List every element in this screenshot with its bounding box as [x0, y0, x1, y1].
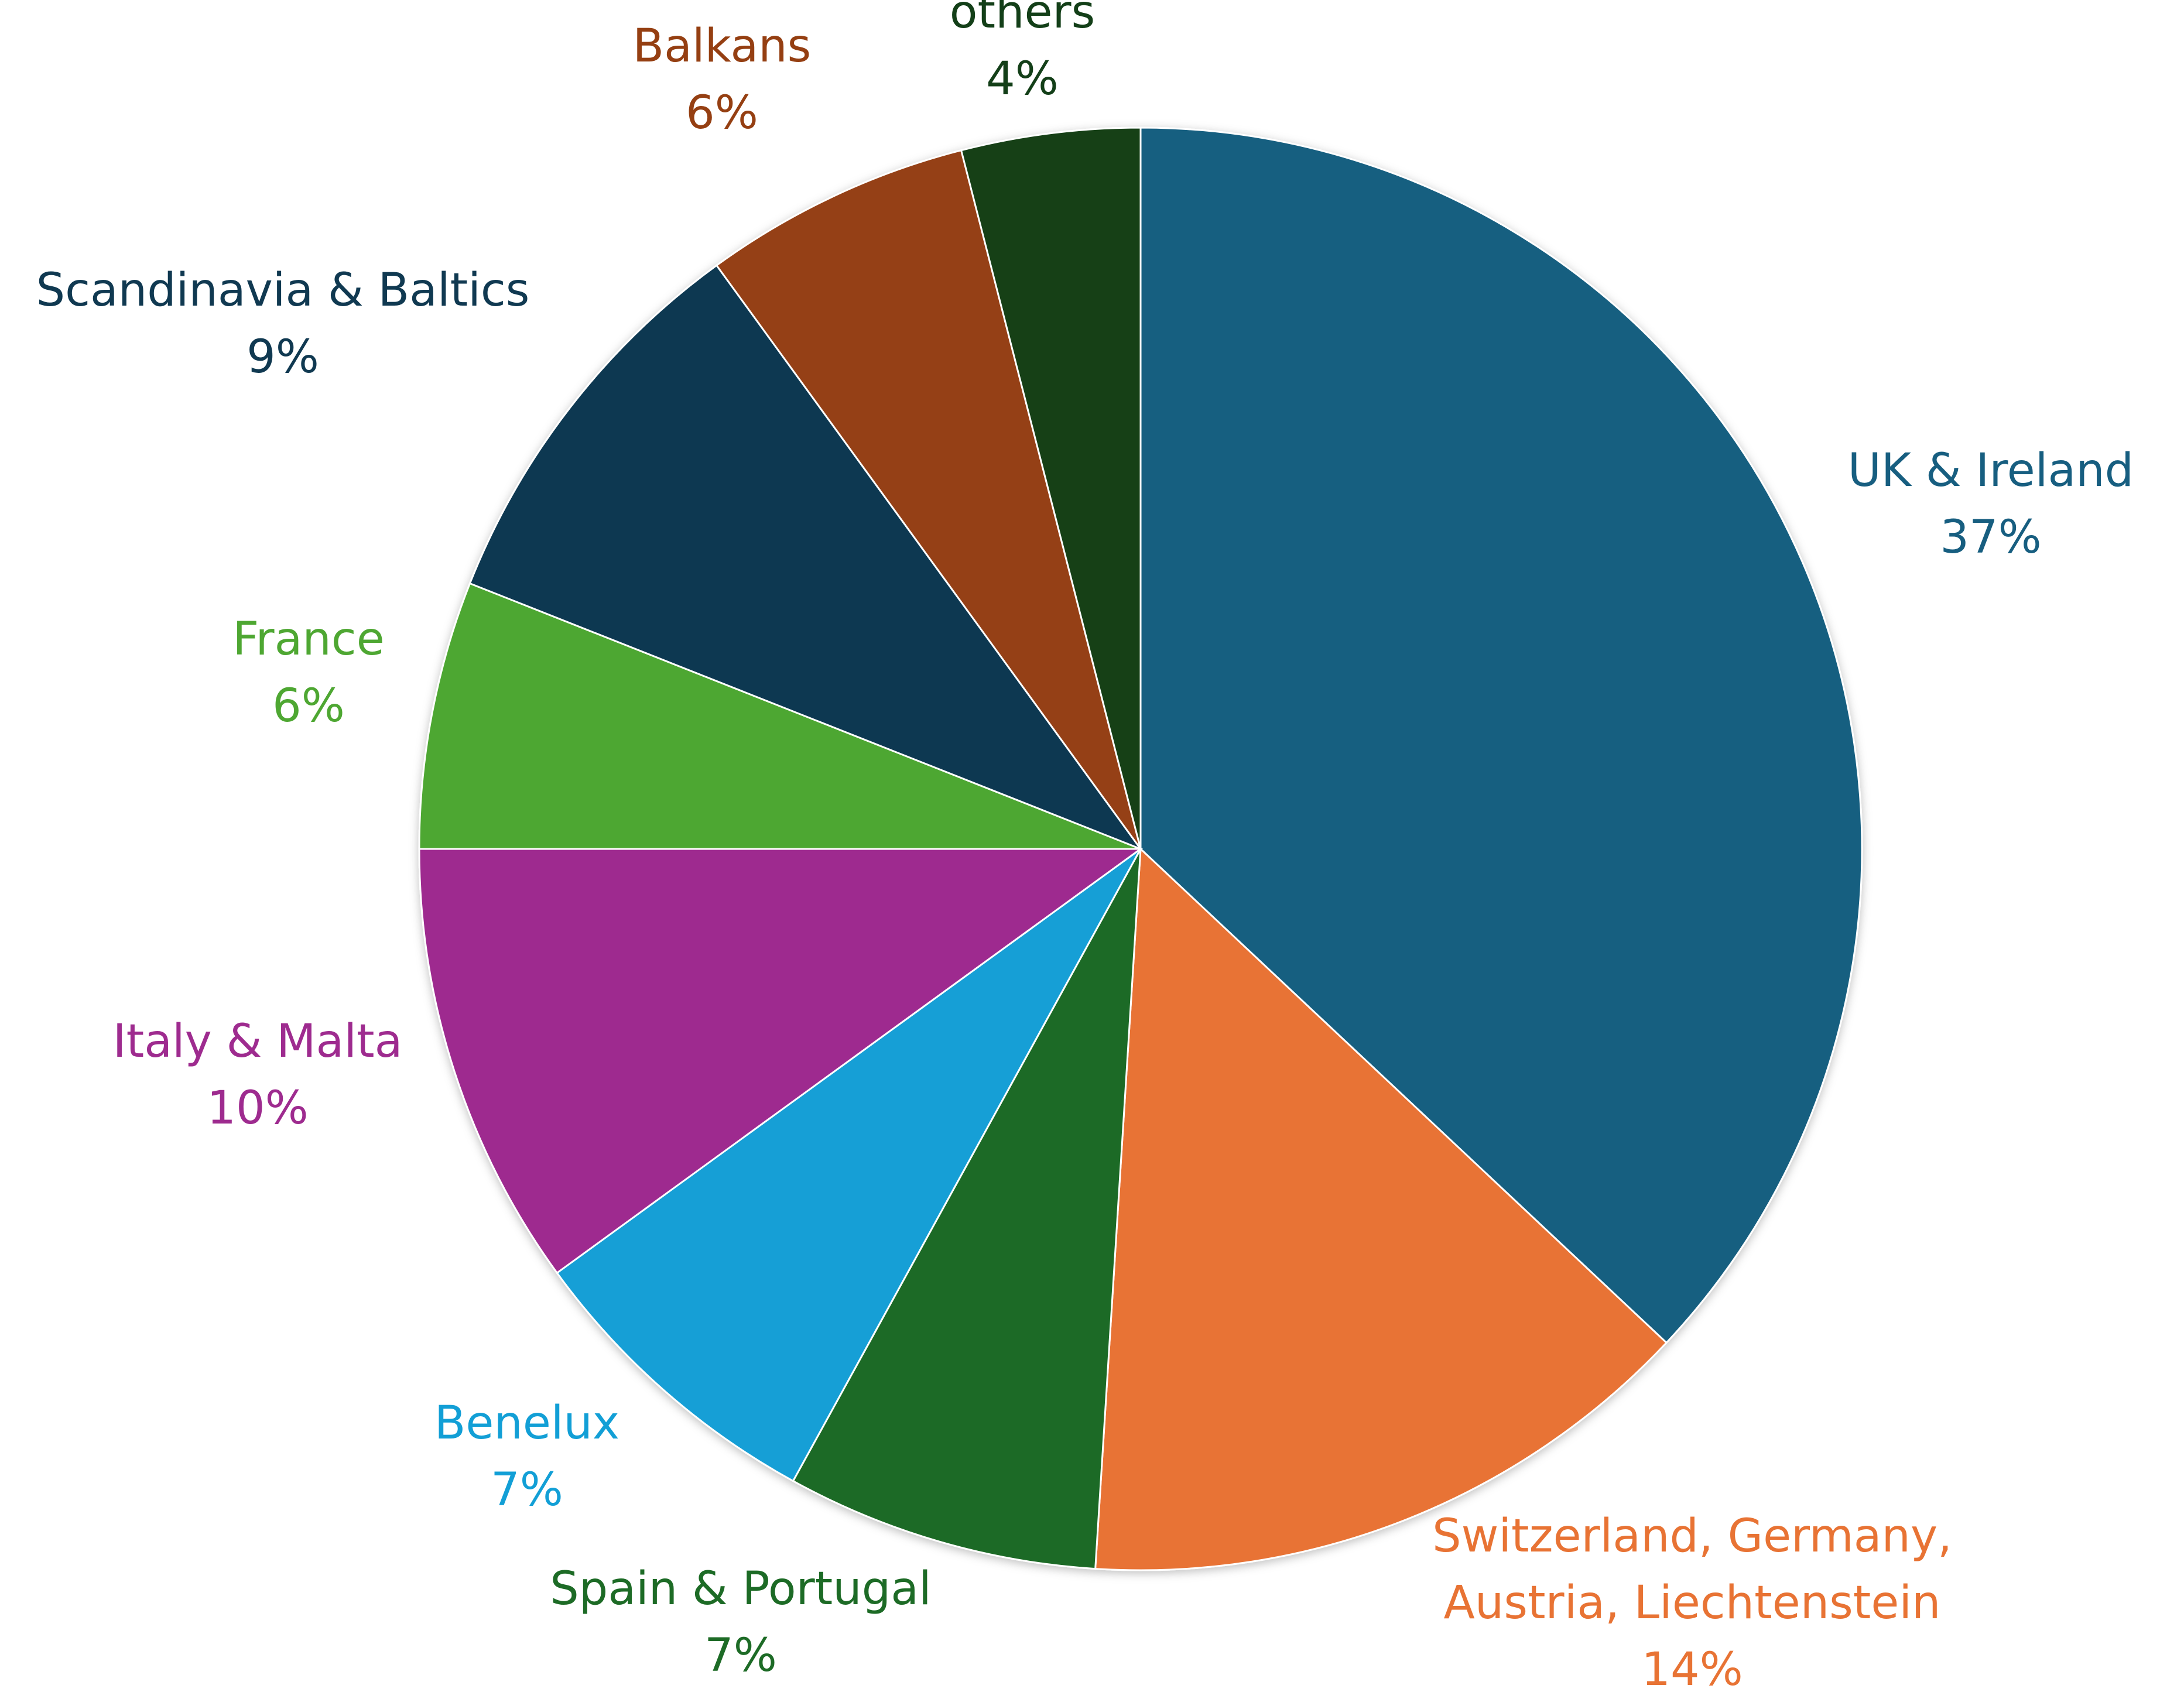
pie-slice-uk-and-ireland — [1139, 126, 1863, 1344]
pie-category-label: others — [950, 0, 1095, 39]
pie-label-balkans: Balkans 6% — [633, 20, 812, 139]
pie-slice-others — [960, 126, 1142, 850]
pie-label-scandinavia-and-baltics: Scandinavia & Baltics 9% — [36, 264, 530, 383]
pie-label-spain-and-portugal: Spain & Portugal 7% — [550, 1563, 931, 1682]
pie-slice-switzerland-germany-austria-liechtenstein — [1094, 847, 1668, 1571]
pie-label-switzerland-germany-austria-liechtenstein: Switzerland, Germany, Austria, Liechtenst… — [1432, 1510, 1952, 1692]
pie-slice-balkans — [715, 149, 1142, 850]
pie-category-label: Benelux — [434, 1397, 619, 1450]
pie-label-uk-and-ireland: UK & Ireland 37% — [1848, 444, 2134, 564]
pie-category-label: Austria, Liechtenstein — [1444, 1577, 1941, 1629]
pie-value-label: 9% — [247, 331, 319, 383]
pie-label-france: France 6% — [232, 613, 384, 732]
pie-value-label: 6% — [686, 87, 758, 139]
pie-category-label: France — [232, 613, 384, 666]
pie-category-label: Scandinavia & Baltics — [36, 264, 530, 317]
pie-category-label: Balkans — [633, 20, 812, 73]
pie-value-label: 7% — [704, 1629, 777, 1682]
pie-slice-spain-and-portugal — [792, 848, 1142, 1570]
pie-category-label: Italy & Malta — [113, 1015, 403, 1068]
pie-value-label: 14% — [1641, 1643, 1743, 1692]
pie-slice-scandinavia-and-baltics — [468, 264, 1144, 851]
pie-slice-benelux — [556, 848, 1142, 1482]
pie-slice-italy-and-malta — [418, 848, 1144, 1275]
pie-label-benelux: Benelux 7% — [434, 1397, 619, 1516]
pie-category-label: Switzerland, Germany, — [1432, 1510, 1952, 1563]
pie-category-label: Spain & Portugal — [550, 1563, 931, 1615]
pie-value-label: 10% — [207, 1082, 308, 1135]
pie-category-label: UK & Ireland — [1848, 444, 2134, 497]
pie-value-label: 7% — [491, 1464, 563, 1516]
pie-label-italy-and-malta: Italy & Malta 10% — [113, 1015, 403, 1135]
pie-slices — [418, 126, 1863, 1571]
pie-value-label: 6% — [272, 680, 345, 732]
pie-label-others: others 4% — [950, 0, 1095, 105]
pie-value-label: 37% — [1940, 511, 2041, 564]
pie-value-label: 4% — [986, 53, 1059, 105]
pie-slice-france — [418, 582, 1141, 850]
pie-labels: UK & Ireland 37% Switzerland, Germany, Aust… — [36, 0, 2134, 1692]
